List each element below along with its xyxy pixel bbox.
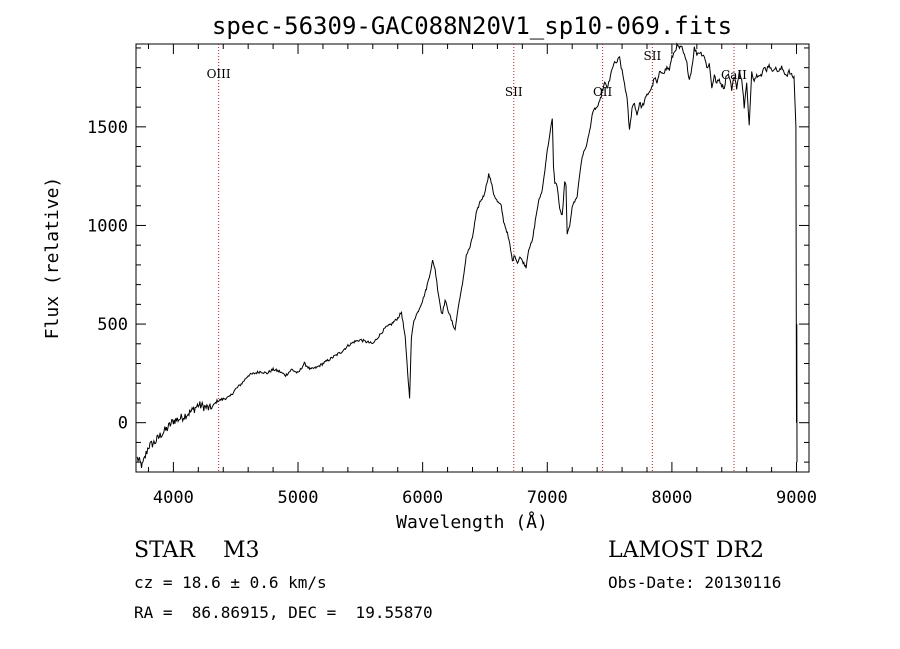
y-axis-label: Flux (relative) bbox=[42, 177, 63, 340]
x-tick-label: 5000 bbox=[278, 488, 319, 508]
y-tick-label: 0 bbox=[118, 414, 128, 434]
spectrum-line bbox=[136, 42, 798, 468]
line-label-sii: SII bbox=[643, 49, 661, 63]
y-axis-ticks: 0 500 1000 1500 bbox=[87, 47, 809, 463]
redshift-velocity: cz = 18.6 ± 0.6 km/s bbox=[134, 573, 327, 592]
x-tick-label: 8000 bbox=[651, 488, 692, 508]
y-tick-label: 500 bbox=[97, 315, 128, 335]
coordinates: RA = 86.86915, DEC = 19.55870 bbox=[134, 603, 433, 622]
observation-date: Obs-Date: 20130116 bbox=[608, 573, 782, 592]
line-label-sii: SII bbox=[505, 85, 523, 99]
x-axis-ticks: 4000 5000 6000 7000 8000 9000 bbox=[147, 44, 817, 508]
y-tick-label: 1000 bbox=[87, 216, 128, 236]
survey-name: LAMOST DR2 bbox=[608, 538, 764, 563]
line-label-oii: OII bbox=[593, 85, 613, 99]
x-tick-label: 6000 bbox=[402, 488, 443, 508]
x-tick-label: 4000 bbox=[153, 488, 194, 508]
y-tick-label: 1500 bbox=[87, 118, 128, 138]
chart-title: spec-56309-GAC088N20V1_sp10-069.fits bbox=[212, 12, 732, 40]
line-label-oiii: OIII bbox=[207, 67, 231, 81]
emission-line-markers: OIII SII OII SII CaII bbox=[207, 44, 747, 472]
x-axis-label: Wavelength (Å) bbox=[396, 511, 548, 533]
x-tick-label: 7000 bbox=[527, 488, 568, 508]
plot-frame bbox=[135, 43, 810, 473]
x-tick-label: 9000 bbox=[776, 488, 817, 508]
spectral-class: STAR M3 bbox=[134, 538, 260, 563]
line-label-caii: CaII bbox=[721, 68, 747, 82]
